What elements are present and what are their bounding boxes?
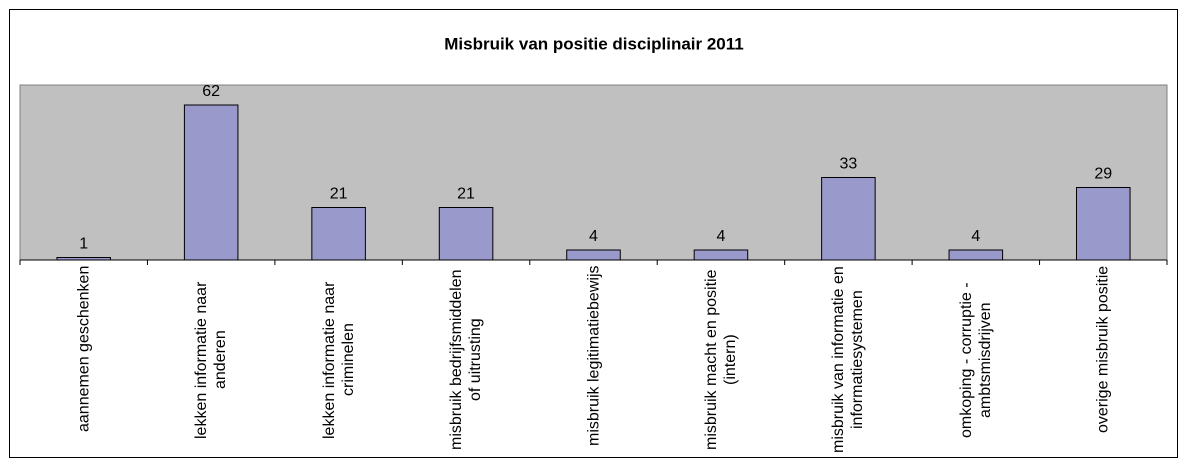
- x-tick-label-box: lekken informatie naar anderen: [192, 266, 230, 454]
- data-label: 4: [716, 228, 725, 245]
- x-tick-label-box: aannemen geschenken: [74, 266, 93, 454]
- x-tick-label-box: omkoping - corruptie - ambtsmisdrijven: [957, 266, 995, 454]
- chart-title: Misbruik van positie disciplinair 2011: [444, 34, 744, 53]
- data-label: 29: [1094, 166, 1112, 183]
- x-tick-label-box: misbruik macht en positie (intern): [702, 266, 740, 454]
- data-label: 21: [457, 186, 475, 203]
- bar: [183, 104, 239, 261]
- data-label: 33: [839, 156, 857, 173]
- x-tick-label-box: misbruik bedrijfsmiddelen of uitrusting: [447, 266, 485, 454]
- x-tick-label: omkoping - corruptie - ambtsmisdrijven: [957, 282, 994, 438]
- x-tick-label-box: misbruik legitimatiebewijs: [584, 266, 603, 454]
- x-tick-label-box: lekken informatie naar criminelen: [320, 266, 358, 454]
- x-tick-label: misbruik legitimatiebewijs: [585, 266, 602, 447]
- data-label: 1: [79, 236, 88, 253]
- data-label: 21: [330, 186, 348, 203]
- data-label: 62: [202, 83, 220, 100]
- x-tick-label: lekken informatie naar anderen: [193, 281, 230, 439]
- x-tick-label: misbruik bedrijfsmiddelen of uitrusting: [448, 269, 485, 451]
- x-tick-label-box: overige misbruik positie: [1094, 266, 1113, 454]
- bar: [311, 207, 366, 261]
- x-tick-label: overige misbruik positie: [1094, 266, 1112, 434]
- bar: [56, 257, 111, 261]
- bar: [566, 249, 621, 261]
- x-tick-label-box: misbruik van informatie en informatiesys…: [829, 266, 867, 454]
- bar: [1076, 187, 1131, 261]
- x-tick-label: misbruik macht en positie (intern): [702, 269, 739, 451]
- x-tick-label: lekken informatie naar criminelen: [320, 281, 357, 439]
- bar: [438, 207, 494, 261]
- data-label: 4: [971, 228, 980, 245]
- bar: [693, 249, 749, 261]
- x-tick-label: aannemen geschenken: [75, 266, 93, 433]
- x-tick-label: misbruik van informatie en informatiesys…: [830, 266, 867, 454]
- bar: [821, 177, 876, 261]
- bar: [948, 249, 1004, 261]
- data-label: 4: [589, 228, 598, 245]
